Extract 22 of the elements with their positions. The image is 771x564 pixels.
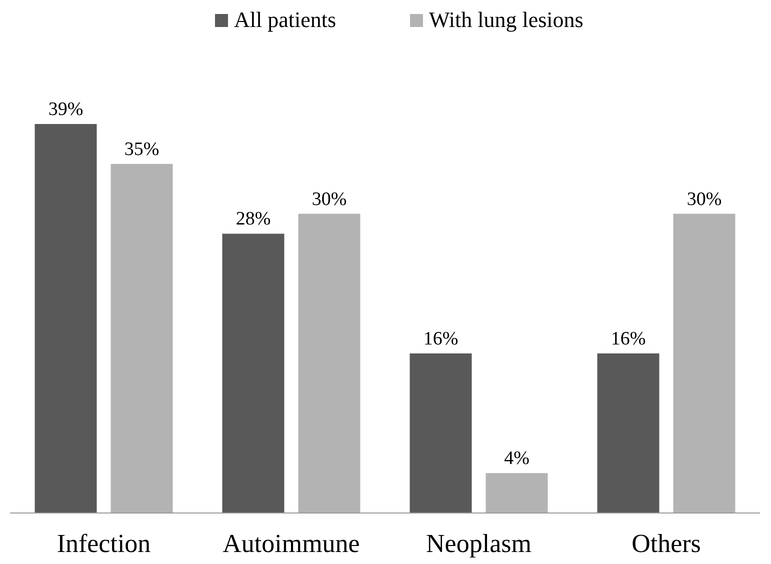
bar [34, 124, 97, 513]
data-label: 16% [610, 328, 646, 350]
bar [486, 473, 548, 513]
bar [110, 164, 173, 513]
legend-label: With lung lesions [429, 7, 584, 32]
bar [673, 214, 736, 513]
x-tick-label: Neoplasm [426, 529, 532, 558]
bar [410, 353, 472, 513]
data-label: 28% [236, 208, 271, 230]
x-tick-label: Autoimmune [222, 529, 360, 558]
bar [298, 214, 360, 513]
data-label: 4% [504, 448, 530, 470]
data-label: 30% [312, 188, 347, 210]
data-label: 39% [48, 99, 84, 120]
bar [597, 353, 660, 513]
x-tick-label: Infection [56, 529, 151, 558]
data-label: 35% [124, 138, 160, 160]
data-label: 30% [686, 188, 722, 210]
legend-label: All patients [234, 7, 336, 32]
x-tick-label: Others [632, 529, 701, 558]
bar [222, 234, 284, 513]
data-label: 16% [423, 328, 458, 350]
